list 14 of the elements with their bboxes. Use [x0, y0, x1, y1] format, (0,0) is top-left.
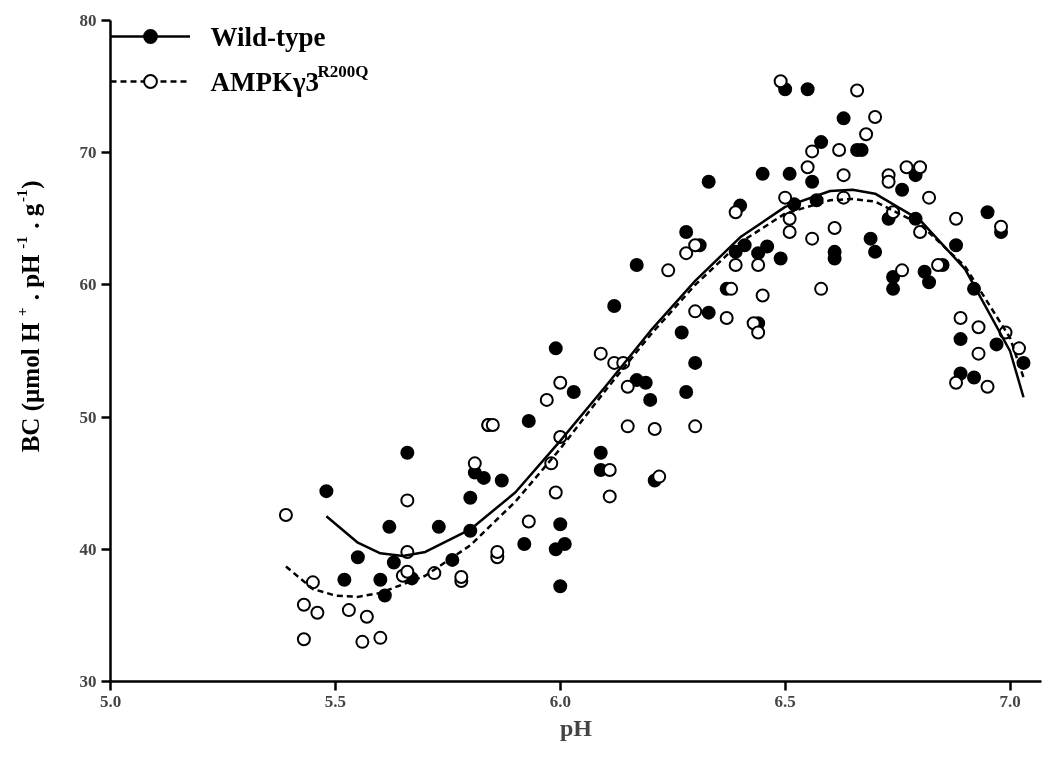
- y-tick-label: 50: [79, 407, 97, 427]
- x-tick-label: 6.0: [549, 691, 571, 711]
- y-tick-label: 30: [79, 672, 97, 691]
- y-tick-label: 70: [79, 143, 97, 163]
- x-axis-title: pH: [559, 714, 593, 741]
- y-tick-label: 60: [79, 275, 97, 295]
- x-tick-label: 6.5: [774, 691, 796, 711]
- x-tick-label: 5.0: [99, 691, 122, 711]
- x-tick-label: 5.5: [324, 691, 346, 711]
- y-tick-label: 40: [79, 539, 97, 559]
- legend-label: Wild-type: [210, 21, 326, 52]
- y-axis-title: BC (µmol H+ . pH -1 . g-1): [13, 180, 45, 453]
- x-tick-label: 7.0: [999, 691, 1021, 711]
- y-tick-label: 80: [79, 11, 97, 30]
